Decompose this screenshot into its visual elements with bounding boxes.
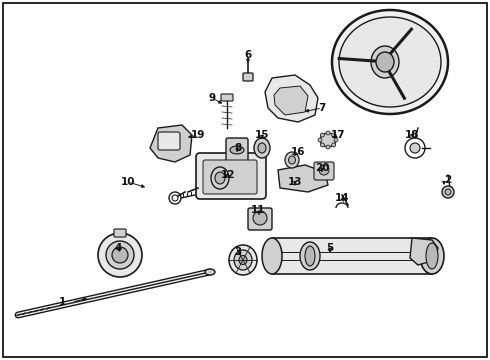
Circle shape	[410, 143, 420, 153]
FancyBboxPatch shape	[243, 73, 253, 81]
Ellipse shape	[98, 233, 142, 277]
Text: 4: 4	[114, 243, 122, 253]
Ellipse shape	[106, 241, 134, 269]
Ellipse shape	[320, 133, 336, 147]
Polygon shape	[274, 86, 308, 115]
Text: 11: 11	[251, 205, 265, 215]
Ellipse shape	[254, 138, 270, 158]
Ellipse shape	[215, 172, 225, 184]
Circle shape	[442, 186, 454, 198]
Bar	[272, 238, 432, 274]
Text: 14: 14	[335, 193, 349, 203]
Polygon shape	[265, 75, 318, 122]
Circle shape	[253, 211, 267, 225]
FancyBboxPatch shape	[314, 162, 334, 180]
Circle shape	[332, 133, 336, 137]
Circle shape	[445, 189, 451, 195]
Circle shape	[326, 131, 330, 135]
Ellipse shape	[234, 250, 252, 270]
Circle shape	[334, 138, 338, 142]
FancyBboxPatch shape	[158, 132, 180, 150]
Circle shape	[320, 133, 324, 137]
Circle shape	[326, 145, 330, 149]
Ellipse shape	[371, 46, 399, 78]
Polygon shape	[410, 238, 438, 265]
FancyBboxPatch shape	[226, 138, 248, 164]
Text: 6: 6	[245, 50, 252, 60]
Text: 19: 19	[191, 130, 205, 140]
Ellipse shape	[285, 152, 299, 168]
FancyBboxPatch shape	[196, 153, 266, 199]
Ellipse shape	[420, 238, 444, 274]
Text: 15: 15	[255, 130, 269, 140]
Ellipse shape	[332, 10, 448, 114]
Text: 18: 18	[405, 130, 419, 140]
FancyBboxPatch shape	[248, 208, 272, 230]
Text: 20: 20	[315, 163, 329, 173]
Text: 2: 2	[444, 175, 452, 185]
Ellipse shape	[211, 167, 229, 189]
Text: 8: 8	[234, 143, 242, 153]
Ellipse shape	[229, 245, 257, 275]
Polygon shape	[150, 125, 192, 162]
Text: 7: 7	[318, 103, 326, 113]
Text: 5: 5	[326, 243, 334, 253]
Text: 12: 12	[221, 170, 235, 180]
Circle shape	[320, 143, 324, 147]
Circle shape	[318, 138, 322, 142]
Polygon shape	[278, 165, 328, 192]
Ellipse shape	[205, 269, 215, 275]
Circle shape	[319, 165, 329, 175]
Ellipse shape	[112, 247, 128, 263]
Text: 10: 10	[121, 177, 135, 187]
Ellipse shape	[262, 238, 282, 274]
Ellipse shape	[289, 156, 295, 164]
Ellipse shape	[300, 242, 320, 270]
Text: 3: 3	[234, 247, 242, 257]
Ellipse shape	[258, 143, 266, 153]
Text: 13: 13	[288, 177, 302, 187]
Circle shape	[332, 143, 336, 147]
Text: 16: 16	[291, 147, 305, 157]
Ellipse shape	[376, 52, 394, 72]
Text: 1: 1	[58, 297, 66, 307]
Ellipse shape	[426, 243, 438, 269]
Ellipse shape	[339, 17, 441, 107]
Ellipse shape	[239, 256, 247, 265]
Text: 9: 9	[208, 93, 216, 103]
Text: 17: 17	[331, 130, 345, 140]
FancyBboxPatch shape	[114, 229, 126, 237]
FancyBboxPatch shape	[203, 160, 257, 194]
Ellipse shape	[305, 246, 315, 266]
FancyBboxPatch shape	[221, 94, 233, 101]
Ellipse shape	[230, 146, 244, 154]
